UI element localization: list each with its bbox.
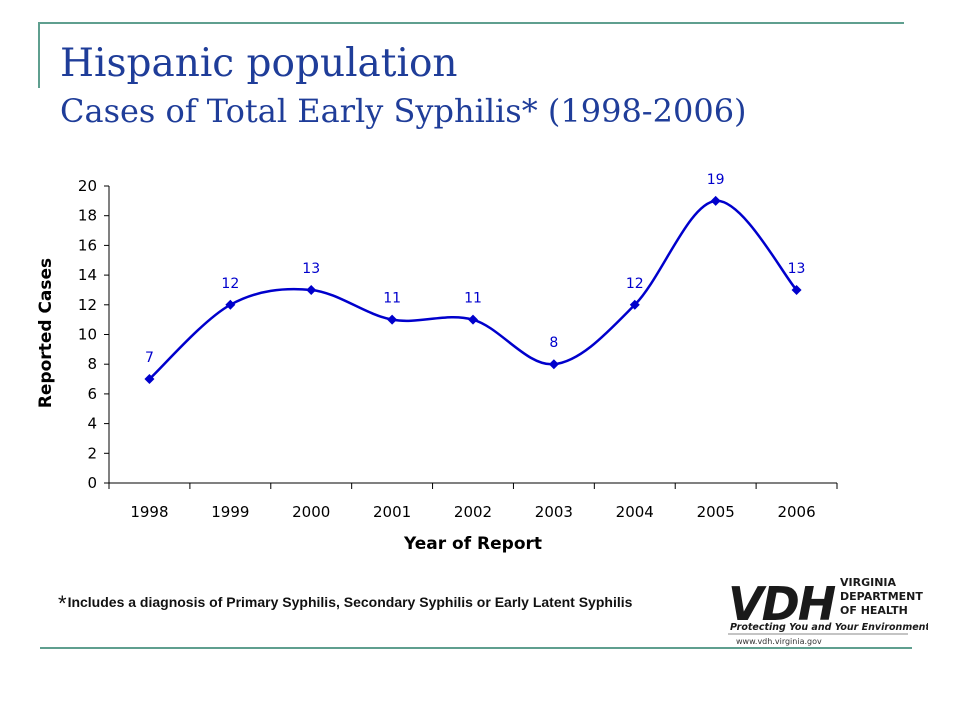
x-tick-label: 2003 [535,503,573,521]
x-tick-label: 2005 [697,503,735,521]
x-tick-label: 2002 [454,503,492,521]
data-point-marker [225,299,236,310]
y-tick-label: 8 [87,355,97,373]
data-label: 8 [549,335,558,351]
data-label: 11 [464,291,482,307]
data-point-marker [791,284,802,295]
chart-axes [108,186,837,484]
frame-left-rule [38,22,40,88]
title-line-1: Hispanic population [60,41,458,86]
logo-tagline: Protecting You and Your Environment [730,622,928,633]
slide-title: Hispanic population Cases of Total Early… [60,40,940,134]
x-tick-label: 1999 [211,503,249,521]
y-tick-label: 6 [87,385,97,403]
y-tick-label: 10 [78,326,97,344]
footnote-text: Includes a diagnosis of Primary Syphilis… [67,594,633,610]
data-point-marker [387,314,398,325]
data-point-marker [468,314,478,325]
data-point-marker [144,374,155,385]
x-axis-title: Year of Report [403,534,542,554]
x-tick-label: 2006 [777,503,815,521]
data-labels: 7 12 13 11 11 8 12 19 13 [145,172,805,366]
logo-line-2: DEPARTMENT [840,590,923,603]
y-tick-label: 18 [78,207,97,225]
vdh-logo: VDH VIRGINIA DEPARTMENT OF HEALTH Protec… [728,576,928,646]
data-point-marker [629,299,640,310]
y-tick-label: 16 [78,236,97,254]
y-tick-label: 0 [87,474,97,492]
series-line [148,199,798,380]
footnote: *Includes a diagnosis of Primary Syphili… [58,590,658,615]
y-tick-label: 4 [87,415,97,433]
y-tick-label: 14 [78,266,97,284]
y-tick-label: 2 [87,444,97,462]
y-axis-title: Reported Cases [36,258,56,408]
logo-line-3: OF HEALTH [840,604,908,617]
chart-ticks: 0 2 4 6 8 10 12 14 16 18 20 1998 1999 2000 2001 2002 200… [78,177,838,521]
data-point-marker [710,195,721,206]
data-label: 13 [788,261,806,277]
data-label: 11 [383,291,401,307]
data-label: 19 [707,172,725,188]
data-label: 13 [302,261,320,277]
data-label: 7 [145,350,154,366]
logo-line-1: VIRGINIA [840,576,896,589]
x-tick-label: 2004 [616,503,654,521]
data-label: 12 [221,276,239,292]
x-tick-label: 1998 [130,503,168,521]
frame-bottom-rule [40,647,912,649]
title-line-2: Cases of Total Early Syphilis* (1998-200… [60,92,747,130]
y-tick-label: 12 [78,296,97,314]
y-tick-label: 20 [78,177,97,195]
data-point-marker [548,359,559,370]
footnote-asterisk: * [58,591,67,616]
logo-url: www.vdh.virginia.gov [736,637,822,646]
x-tick-label: 2000 [292,503,330,521]
series-markers [144,195,802,385]
logo-mark: VDH [728,577,836,631]
data-label: 12 [626,276,644,292]
x-tick-label: 2001 [373,503,411,521]
frame-top-rule [40,22,904,24]
data-point-marker [306,284,317,295]
